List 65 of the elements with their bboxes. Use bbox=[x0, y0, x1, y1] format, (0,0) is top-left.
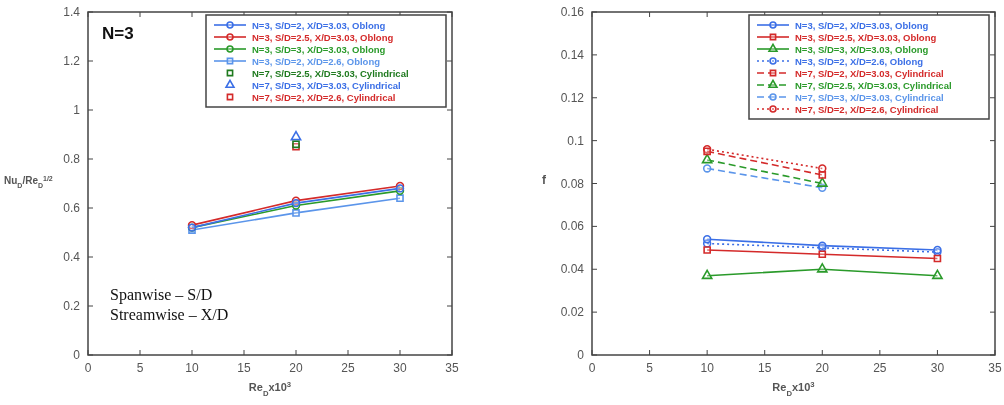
y-tick-label: 0.02 bbox=[560, 305, 585, 320]
y-tick-label: 0.4 bbox=[63, 250, 81, 264]
x-tick-label: 35 bbox=[445, 361, 459, 375]
y-tick-label: 0.08 bbox=[560, 176, 585, 191]
legend-label: N=7, S/D=2, X/D=2.6, Cylindrical bbox=[795, 103, 939, 115]
x-tick-label: 5 bbox=[136, 361, 144, 375]
y-tick-label: 0 bbox=[73, 348, 81, 362]
legend-label: N=7, S/D=3, X/D=3.03, Cylindrical bbox=[795, 91, 944, 103]
x-tick-label: 15 bbox=[758, 361, 772, 375]
x-tick-label: 30 bbox=[930, 361, 945, 375]
legend-label: N=7, S/D=2, X/D=3.03, Cylindrical bbox=[795, 67, 944, 79]
point bbox=[292, 209, 300, 217]
y-tick-label: 0.14 bbox=[560, 47, 585, 62]
x-tick-label: 30 bbox=[393, 361, 407, 375]
annotation: Spanwise – S/D bbox=[110, 286, 213, 304]
point bbox=[701, 269, 713, 280]
point bbox=[818, 171, 827, 179]
y-tick-label: 0.06 bbox=[560, 219, 585, 234]
x-tick-label: 20 bbox=[289, 361, 303, 375]
x-axis-title: Re$_{D}$x10$^{3}$ bbox=[248, 379, 292, 398]
legend-label: N=3, S/D=3, X/D=3.03, Oblong bbox=[795, 43, 929, 55]
x-axis-title: Re$_{D}$x10$^{3}$ bbox=[772, 379, 815, 398]
legend-label: N=7, S/D=2.5, X/D=3.03, Cylindrical bbox=[252, 67, 409, 79]
point bbox=[702, 235, 712, 244]
x-tick-label: 20 bbox=[815, 361, 830, 375]
x-tick-label: 10 bbox=[185, 361, 199, 375]
y-tick-label: 0.04 bbox=[560, 262, 585, 277]
legend-label: N=3, S/D=2, X/D=2.6, Oblong bbox=[795, 55, 924, 67]
point bbox=[396, 194, 404, 203]
point bbox=[818, 250, 827, 259]
y-tick-label: 0.8 bbox=[63, 152, 81, 166]
legend-label: N=7, S/D=2, X/D=2.6, Cylindrical bbox=[252, 91, 396, 103]
point bbox=[702, 164, 712, 173]
point bbox=[703, 246, 711, 254]
point bbox=[816, 263, 828, 273]
annotation: Streamwise – X/D bbox=[110, 306, 229, 323]
x-tick-label: 35 bbox=[988, 361, 1002, 375]
y-tick-label: 0.16 bbox=[560, 5, 585, 19]
x-tick-label: 5 bbox=[646, 361, 654, 375]
x-tick-label: 25 bbox=[341, 361, 355, 375]
x-tick-label: 0 bbox=[588, 361, 596, 375]
y-axis-title: f bbox=[542, 172, 547, 187]
x-tick-label: 15 bbox=[237, 361, 251, 375]
y-tick-label: 1.2 bbox=[63, 54, 81, 68]
y-tick-label: 0 bbox=[577, 348, 585, 362]
x-tick-label: 25 bbox=[873, 361, 887, 375]
x-tick-label: 10 bbox=[700, 361, 715, 375]
legend-label: N=3, S/D=2.5, X/D=3.03, Oblong bbox=[252, 31, 394, 43]
legend-label: N=3, S/D=2.5, X/D=3.03, Oblong bbox=[795, 31, 937, 43]
annotation: N=3 bbox=[102, 24, 134, 43]
y-tick-label: 0.12 bbox=[560, 90, 585, 105]
point bbox=[290, 130, 302, 141]
y-tick-label: 1.4 bbox=[63, 5, 81, 19]
legend-label: N=3, S/D=2, X/D=3.03, Oblong bbox=[252, 19, 386, 31]
y-tick-label: 0.1 bbox=[567, 133, 585, 148]
legend-label: N=7, S/D=2.5, X/D=3.03, Cylindrical bbox=[795, 79, 952, 91]
legend-label: N=3, S/D=2, X/D=2.6, Oblong bbox=[252, 55, 381, 67]
x-tick-label: 0 bbox=[84, 361, 92, 375]
y-tick-label: 0.2 bbox=[63, 299, 81, 313]
legend-label: N=3, S/D=2, X/D=3.03, Oblong bbox=[795, 19, 929, 31]
point bbox=[932, 269, 943, 280]
y-tick-label: 0.6 bbox=[63, 201, 81, 215]
legend-label: N=7, S/D=3, X/D=3.03, Cylindrical bbox=[252, 79, 401, 91]
y-tick-label: 1 bbox=[73, 103, 81, 117]
legend-label: N=3, S/D=3, X/D=3.03, Oblong bbox=[252, 43, 386, 55]
